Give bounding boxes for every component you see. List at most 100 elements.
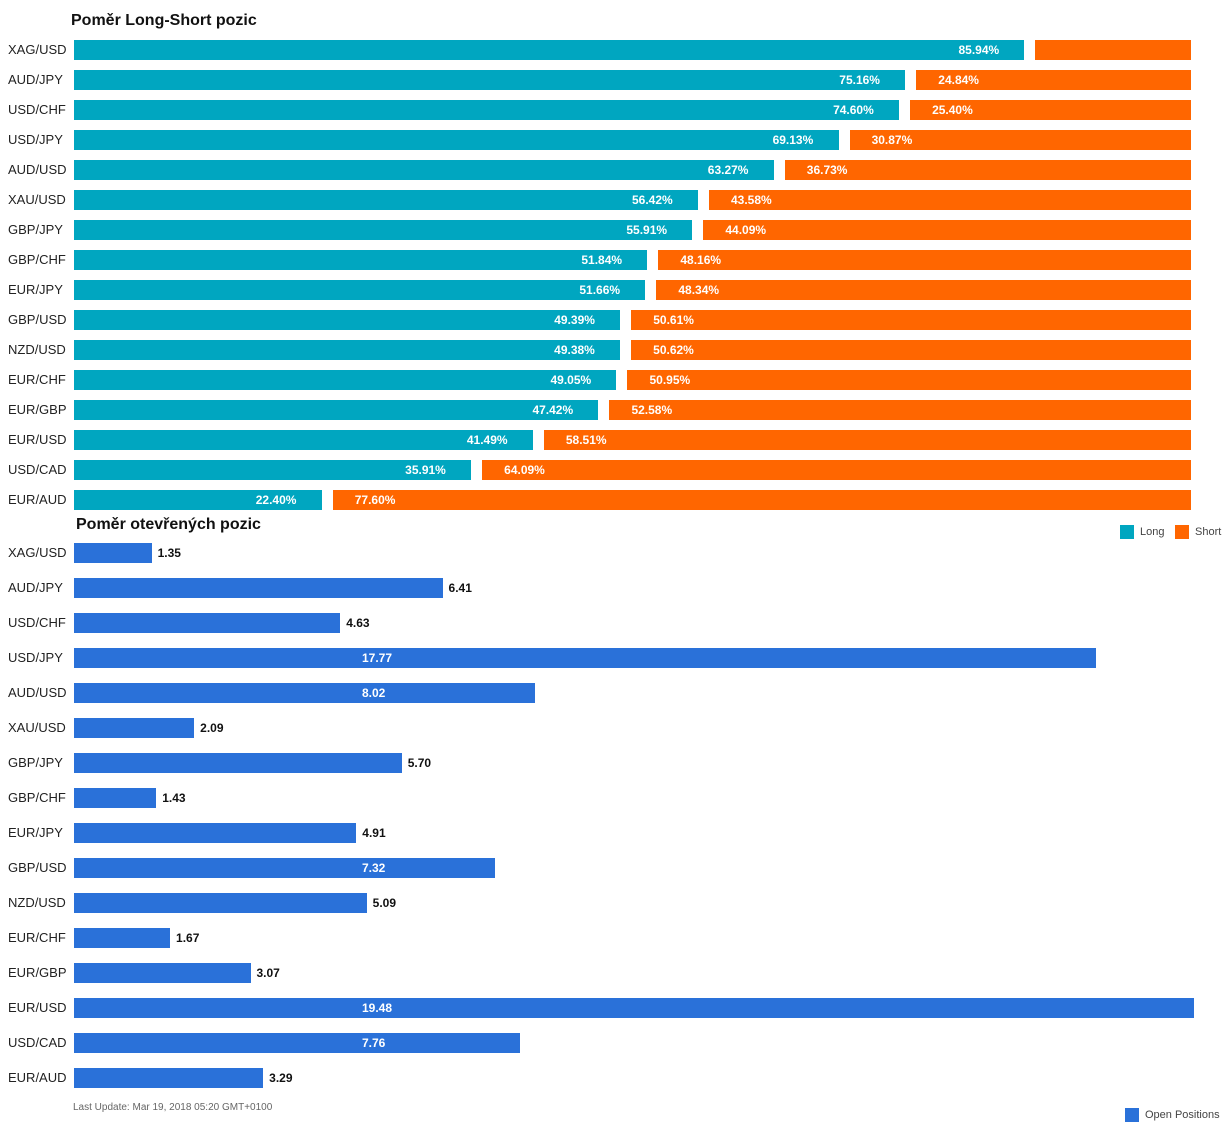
short-value-label: 24.84% — [938, 73, 979, 87]
short-value-label: 50.61% — [653, 313, 694, 327]
category-label: XAG/USD — [8, 545, 67, 560]
category-label: AUD/JPY — [8, 580, 63, 595]
long-value-label: 74.60% — [833, 103, 874, 117]
long-value-label: 22.40% — [255, 493, 297, 507]
open-positions-bar — [74, 998, 1194, 1018]
open-positions-value-label: 2.09 — [200, 721, 224, 735]
open-positions-value-label: 6.41 — [448, 581, 472, 595]
open-positions-value-label: 7.32 — [362, 861, 386, 875]
short-value-label: 36.73% — [806, 163, 848, 177]
category-label: EUR/JPY — [8, 825, 63, 840]
category-label: USD/CAD — [8, 1035, 67, 1050]
legend-open-positions: Open Positions — [1125, 1108, 1220, 1122]
long-bar — [74, 160, 774, 180]
open-positions-value-label: 7.76 — [362, 1036, 386, 1050]
long-bar — [74, 490, 322, 510]
category-label: XAU/USD — [8, 720, 66, 735]
category-label: GBP/JPY — [8, 222, 63, 237]
long-bar — [74, 460, 472, 480]
open-positions-bar — [74, 893, 367, 913]
long-value-label: 41.49% — [466, 433, 508, 447]
short-bar — [609, 400, 1191, 420]
legend-open-positions-swatch — [1125, 1108, 1139, 1122]
short-value-label: 25.40% — [932, 103, 973, 117]
short-bar — [631, 340, 1191, 360]
open-positions-value-label: 1.67 — [176, 931, 200, 945]
category-label: GBP/CHF — [8, 790, 66, 805]
open-positions-bar — [74, 928, 171, 948]
long-value-label: 75.16% — [839, 73, 880, 87]
open-positions-bar — [74, 963, 251, 983]
short-bar — [1035, 40, 1191, 60]
short-bar — [709, 190, 1191, 210]
category-label: NZD/USD — [8, 895, 66, 910]
short-bar — [784, 160, 1191, 180]
long-bar — [74, 130, 839, 150]
long-value-label: 51.84% — [581, 253, 623, 267]
long-value-label: 69.13% — [772, 133, 814, 147]
long-value-label: 56.42% — [632, 193, 673, 207]
category-label: USD/JPY — [8, 132, 63, 147]
open-positions-value-label: 3.29 — [269, 1071, 293, 1085]
category-label: AUD/JPY — [8, 72, 63, 87]
long-value-label: 49.39% — [554, 313, 595, 327]
short-value-label: 30.87% — [871, 133, 913, 147]
long-bar — [74, 430, 533, 450]
open-positions-bar — [74, 683, 536, 703]
long-bar — [74, 400, 599, 420]
short-bar — [658, 250, 1191, 270]
short-value-label: 44.09% — [725, 223, 767, 237]
open-positions-value-label: 1.35 — [157, 546, 181, 560]
category-label: AUD/USD — [8, 162, 67, 177]
open-positions-bar — [74, 543, 152, 563]
open-positions-value-label: 5.70 — [407, 756, 432, 770]
open-positions-bar — [74, 753, 402, 773]
open-positions-value-label: 17.77 — [362, 651, 393, 665]
category-label: EUR/AUD — [8, 1070, 67, 1085]
short-value-label: 48.16% — [680, 253, 722, 267]
category-label: EUR/CHF — [8, 372, 66, 387]
legend-short-label: Short — [1195, 526, 1222, 538]
open-positions-value-label: 4.91 — [362, 826, 386, 840]
short-bar — [849, 130, 1191, 150]
long-value-label: 49.38% — [554, 343, 595, 357]
legend-long-label: Long — [1140, 526, 1165, 538]
open-positions-bar — [74, 718, 195, 738]
short-value-label: 77.60% — [354, 493, 396, 507]
category-label: EUR/JPY — [8, 282, 63, 297]
legend-long-swatch — [1120, 525, 1134, 539]
long-bar — [74, 220, 693, 240]
short-bar — [910, 100, 1191, 120]
short-bar — [627, 370, 1191, 390]
long-bar — [74, 280, 646, 300]
open-positions-bar — [74, 788, 157, 808]
long-short-chart-title: Poměr Long-Short pozic — [71, 12, 257, 29]
category-label: AUD/USD — [8, 685, 67, 700]
category-label: NZD/USD — [8, 342, 66, 357]
short-bar — [543, 430, 1191, 450]
category-label: EUR/CHF — [8, 930, 66, 945]
legend-long: Long — [1120, 525, 1164, 539]
open-positions-bar — [74, 578, 443, 598]
last-update-text: Last Update: Mar 19, 2018 05:20 GMT+0100 — [73, 1102, 273, 1113]
open-positions-bar — [74, 1033, 521, 1053]
short-bar — [656, 280, 1191, 300]
long-bar — [74, 370, 617, 390]
open-positions-value-label: 8.02 — [362, 686, 386, 700]
open-positions-bar — [74, 648, 1096, 668]
open-positions-bar — [74, 613, 341, 633]
short-value-label: 64.09% — [504, 463, 545, 477]
category-label: GBP/USD — [8, 860, 67, 875]
long-bar — [74, 310, 621, 330]
long-bar — [74, 340, 621, 360]
short-value-label: 50.95% — [649, 373, 691, 387]
short-value-label: 52.58% — [631, 403, 673, 417]
category-label: USD/CAD — [8, 462, 67, 477]
long-value-label: 49.05% — [550, 373, 592, 387]
short-bar — [631, 310, 1191, 330]
short-bar — [332, 490, 1191, 510]
open-positions-bar — [74, 1068, 264, 1088]
short-value-label: 48.34% — [678, 283, 720, 297]
legend-open-positions-label: Open Positions — [1145, 1109, 1220, 1121]
short-value-label: 50.62% — [653, 343, 694, 357]
